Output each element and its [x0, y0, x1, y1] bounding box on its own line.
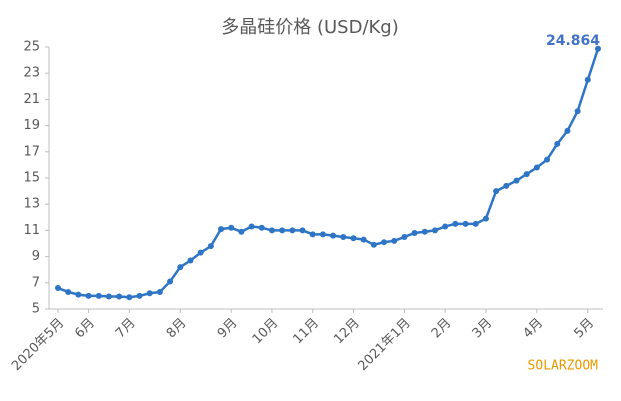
marker	[493, 188, 500, 195]
marker	[177, 264, 184, 271]
y-tick-label: 15	[23, 171, 40, 186]
marker	[319, 231, 326, 238]
marker	[595, 45, 601, 52]
marker	[238, 228, 245, 235]
marker	[136, 292, 143, 299]
marker	[472, 220, 479, 227]
y-tick-label: 9	[32, 249, 40, 264]
x-tick-label: 2021年1月	[355, 316, 413, 374]
x-tick-label: 10月	[250, 316, 281, 347]
marker	[289, 227, 296, 234]
y-tick-label: 17	[23, 144, 40, 159]
x-tick-label: 4月	[521, 316, 547, 342]
line	[57, 48, 600, 299]
marker	[75, 291, 82, 298]
marker	[523, 171, 530, 178]
marker	[330, 232, 337, 239]
marker	[584, 76, 591, 83]
x-tick-label: 5月	[571, 316, 597, 342]
y-tick-label: 11	[23, 223, 40, 238]
marker	[421, 228, 428, 235]
marker	[197, 249, 204, 256]
marker	[105, 293, 112, 300]
x-tick-label: 7月	[113, 316, 139, 342]
y-tick-label: 19	[23, 118, 40, 133]
marker	[156, 288, 163, 295]
marker	[299, 227, 306, 234]
marker	[146, 290, 153, 297]
x-tick-label: 9月	[215, 316, 241, 342]
x-tick-label: 11月	[291, 316, 322, 347]
marker	[258, 224, 265, 231]
marker	[411, 230, 418, 237]
marker	[309, 231, 316, 238]
marker	[564, 127, 571, 134]
marker	[381, 239, 388, 246]
marker	[462, 220, 469, 227]
marker	[370, 241, 377, 248]
marker	[340, 233, 347, 240]
marker	[279, 227, 286, 234]
marker	[218, 226, 225, 233]
marker	[360, 236, 367, 243]
x-tick-label: 2020年5月	[9, 316, 67, 374]
marker	[207, 243, 214, 250]
marker	[116, 293, 123, 300]
x-tick-label: 12月	[331, 316, 362, 347]
y-tick-label: 13	[23, 197, 40, 212]
watermark: SOLARZOOM	[528, 359, 599, 374]
x-tick-label: 8月	[164, 316, 190, 342]
y-tick-label: 25	[23, 40, 40, 55]
marker	[187, 257, 194, 264]
marker	[442, 223, 449, 230]
marker	[85, 292, 92, 299]
marker	[574, 108, 581, 115]
marker	[513, 177, 520, 184]
marker	[65, 288, 72, 295]
y-tick-label: 23	[23, 66, 40, 81]
marker	[482, 215, 489, 222]
y-tick-label: 21	[23, 92, 40, 107]
data-label: 24.864	[546, 33, 600, 49]
y-tick-label: 5	[32, 302, 40, 317]
marker	[533, 164, 540, 171]
marker	[503, 182, 510, 189]
marker	[228, 224, 235, 231]
marker	[391, 237, 398, 244]
x-tick-label: 6月	[72, 316, 98, 342]
marker	[350, 235, 357, 242]
chart-title: 多晶硅价格 (USD/Kg)	[221, 17, 399, 38]
marker	[431, 227, 438, 234]
marker	[268, 227, 275, 234]
y-tick-label: 7	[32, 275, 40, 290]
marker	[554, 140, 561, 147]
marker	[126, 294, 133, 301]
marker	[401, 233, 408, 240]
marker	[167, 278, 174, 285]
marker	[248, 223, 255, 230]
marker	[452, 220, 459, 227]
marker	[95, 292, 102, 299]
marker	[55, 285, 61, 292]
x-tick-label: 2月	[429, 316, 455, 342]
x-tick-label: 3月	[470, 316, 496, 342]
marker	[544, 156, 551, 163]
